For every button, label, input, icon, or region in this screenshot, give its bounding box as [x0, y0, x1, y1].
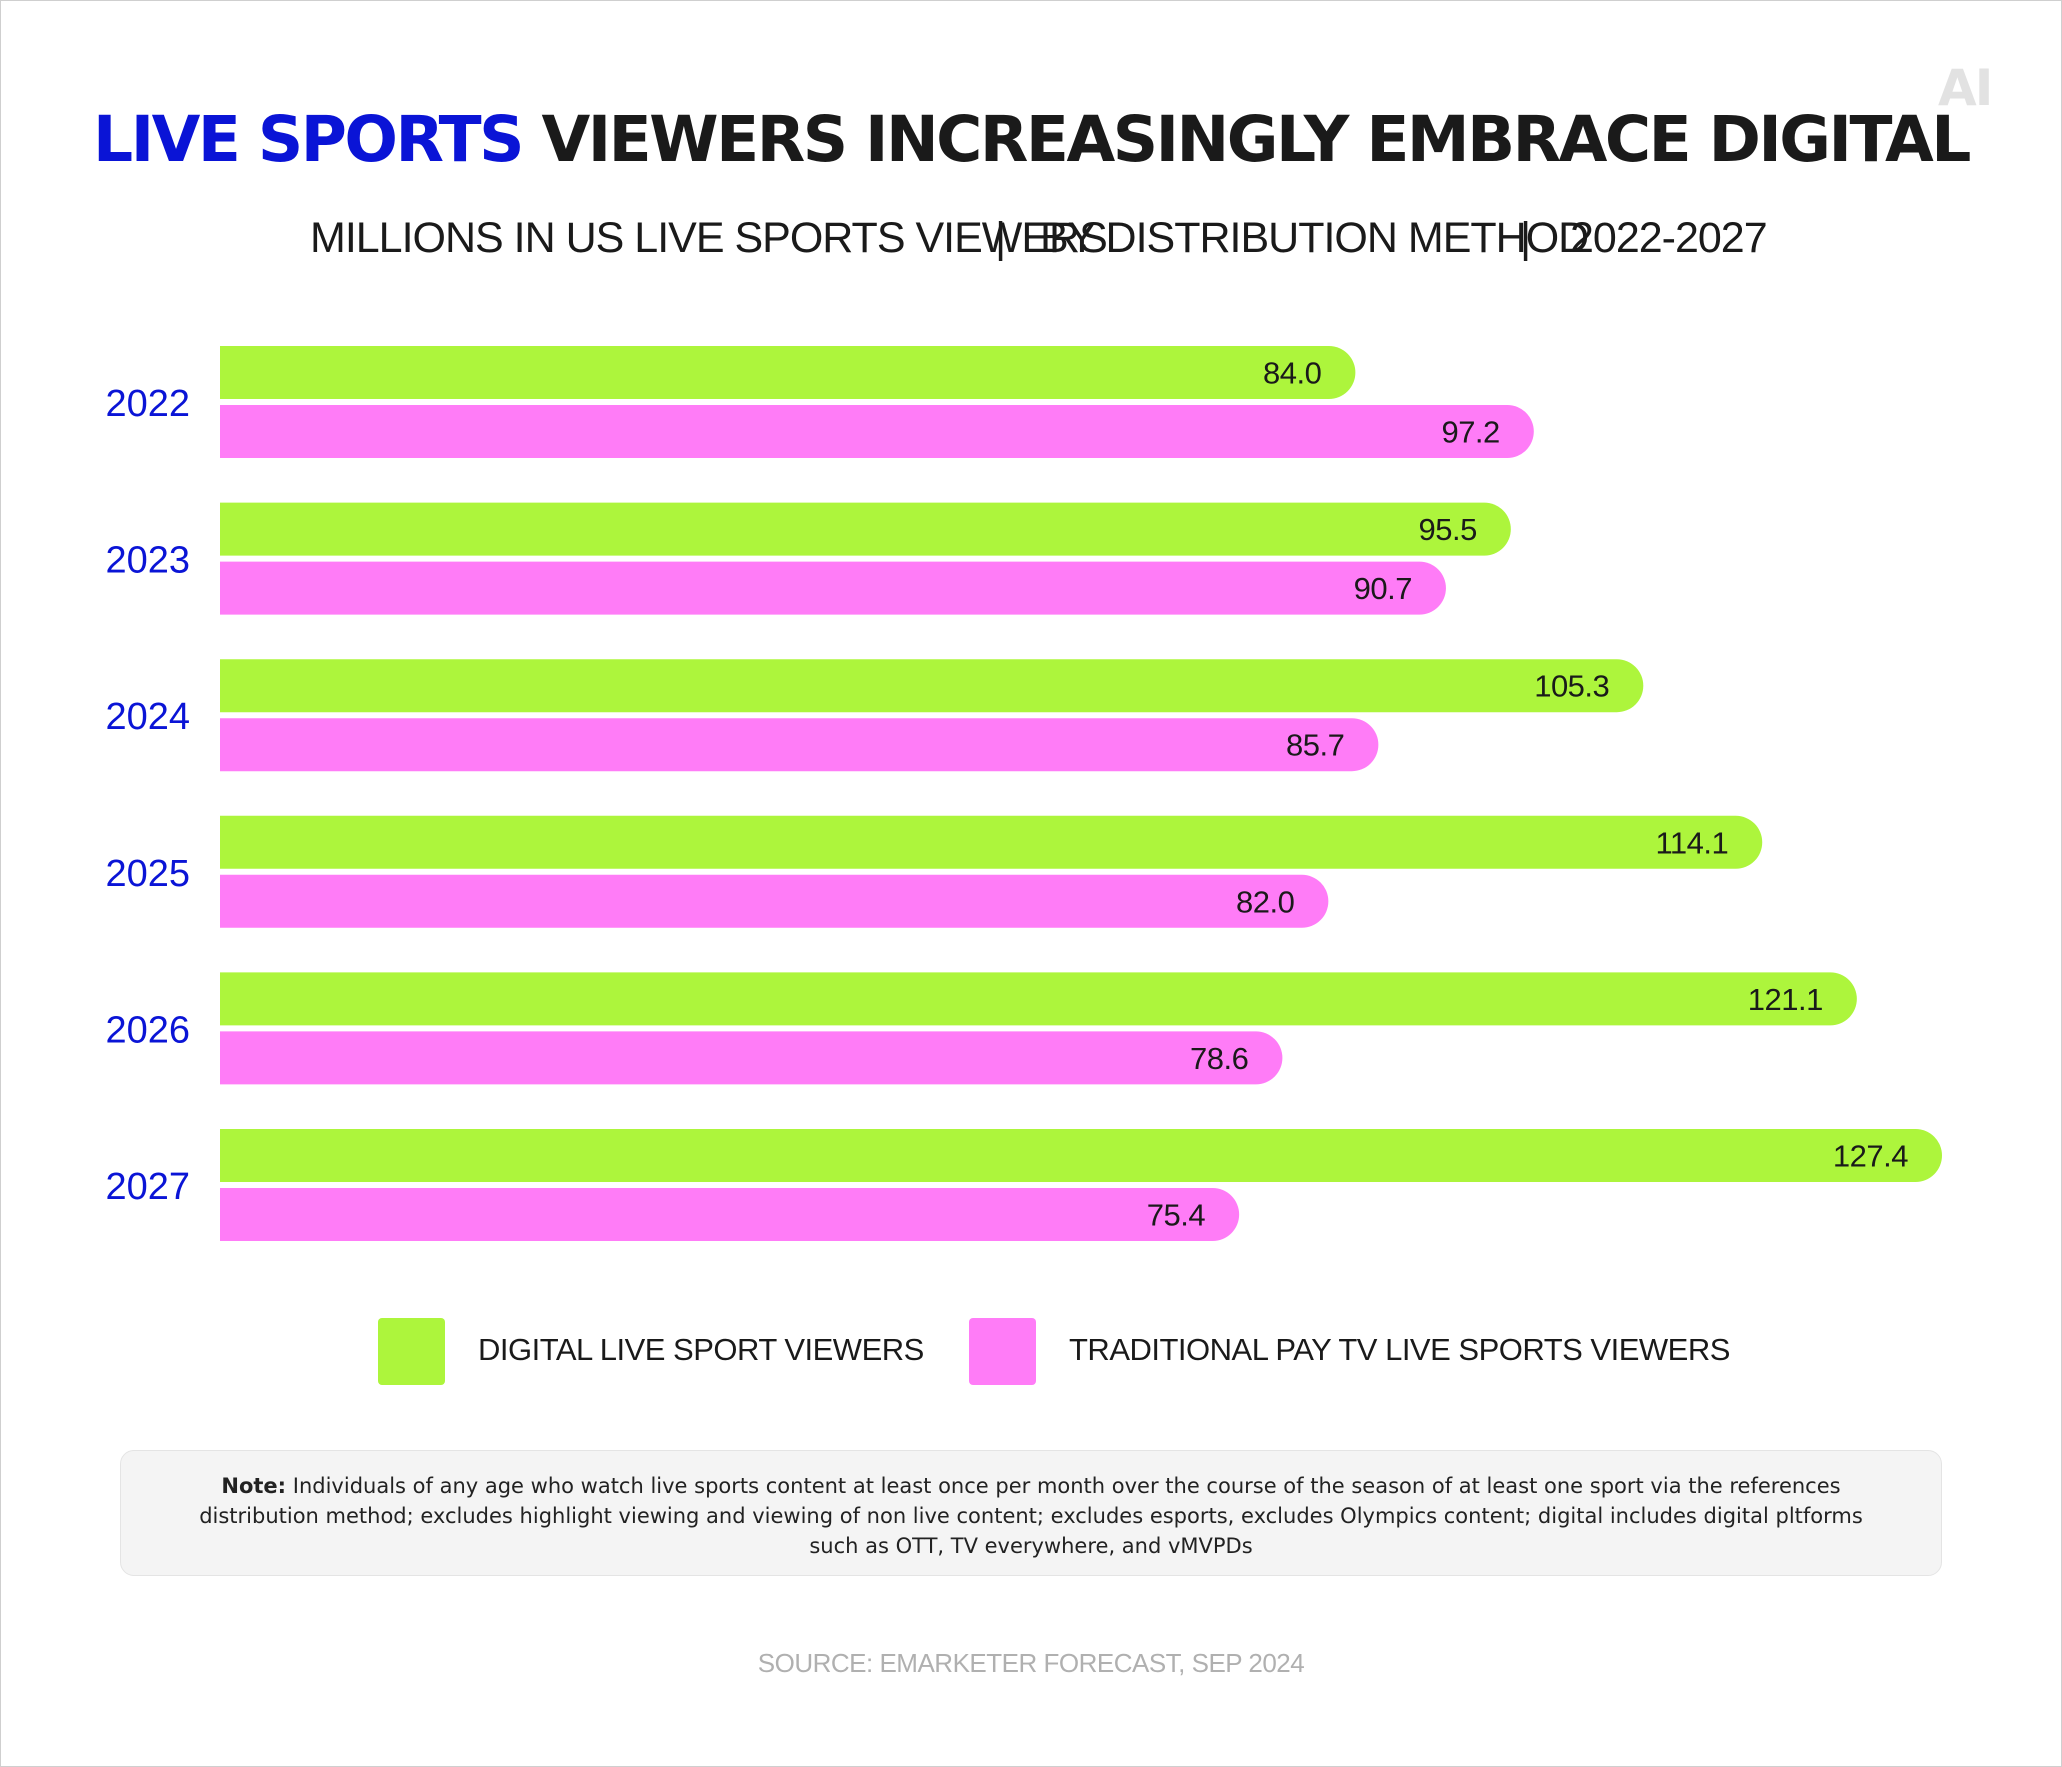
value-label-traditional: 75.4: [1147, 1198, 1206, 1233]
value-label-digital: 121.1: [1748, 982, 1823, 1017]
bar-traditional: [220, 561, 1446, 615]
value-label-traditional: 85.7: [1286, 728, 1344, 763]
year-label: 2022: [105, 383, 190, 425]
value-label-traditional: 90.7: [1354, 571, 1412, 606]
legend-label-digital: DIGITAL LIVE SPORT VIEWERS: [478, 1332, 924, 1367]
title-accent: LIVE SPORTS: [93, 103, 524, 176]
bar-chart: 2022 84.0 97.2 2023 95.590.7 2024 105.3 85.7 202…: [105, 346, 1942, 1241]
chart-title: LIVE SPORTS VIEWERS INCREASINGLY EMBRACE…: [0, 95, 2062, 185]
legend-label-traditional: TRADITIONAL PAY TV LIVE SPORTS VIEWERS: [1069, 1332, 1730, 1367]
year-label: 2027: [105, 1166, 190, 1208]
value-label-digital: 84.0: [1263, 356, 1322, 391]
value-label-digital: 127.4: [1833, 1139, 1908, 1174]
subtitle-dimension: BY DISTRIBUTION METHOD: [1040, 214, 1589, 262]
subtitle-separator: |: [995, 214, 1006, 262]
value-label-traditional: 97.2: [1441, 415, 1499, 450]
source-line: SOURCE: EMARKETER FORECAST, SEP 2024: [757, 1648, 1305, 1678]
year-label: 2024: [105, 696, 190, 738]
value-label-traditional: 82.0: [1236, 884, 1295, 919]
bar-digital: [220, 502, 1511, 556]
note-label: Note:: [221, 1474, 287, 1498]
year-label: 2026: [105, 1009, 190, 1051]
bar-digital: [220, 659, 1644, 713]
legend-swatch-traditional: [969, 1318, 1036, 1385]
bar-digital: [220, 1129, 1942, 1182]
footnote-box: Note: Individuals of any age who watch l…: [120, 1450, 1942, 1576]
subtitle-metric: MILLIONS IN US LIVE SPORTS VIEWERS: [310, 214, 1108, 262]
legend-swatch-digital: [378, 1318, 445, 1385]
value-label-digital: 105.3: [1534, 669, 1609, 704]
bar-traditional: [220, 1188, 1240, 1241]
legend-item-traditional: TRADITIONAL PAY TV LIVE SPORTS VIEWERS: [969, 1318, 1769, 1386]
bar-digital: [220, 346, 1356, 399]
brand-logo: AI: [1938, 59, 1993, 117]
year-label: 2025: [105, 853, 190, 895]
legend-item-digital: DIGITAL LIVE SPORT VIEWERS: [378, 1318, 978, 1386]
year-label: 2023: [105, 540, 190, 582]
bar-digital: [220, 815, 1763, 869]
bar-traditional: [220, 718, 1379, 772]
value-label-digital: 95.5: [1418, 512, 1476, 547]
title-rest: VIEWERS INCREASINGLY EMBRACE DIGITAL: [541, 103, 1971, 176]
subtitle-separator: |: [1520, 214, 1531, 262]
bar-traditional: [220, 874, 1329, 928]
bar-traditional: [220, 405, 1534, 458]
note-text: Individuals of any age who watch live sp…: [199, 1474, 1863, 1558]
subtitle-years: 2022-2027: [1570, 214, 1768, 262]
bar-digital: [220, 972, 1857, 1026]
bar-traditional: [220, 1031, 1283, 1085]
value-label-traditional: 78.6: [1190, 1041, 1248, 1076]
value-label-digital: 114.1: [1655, 825, 1728, 860]
